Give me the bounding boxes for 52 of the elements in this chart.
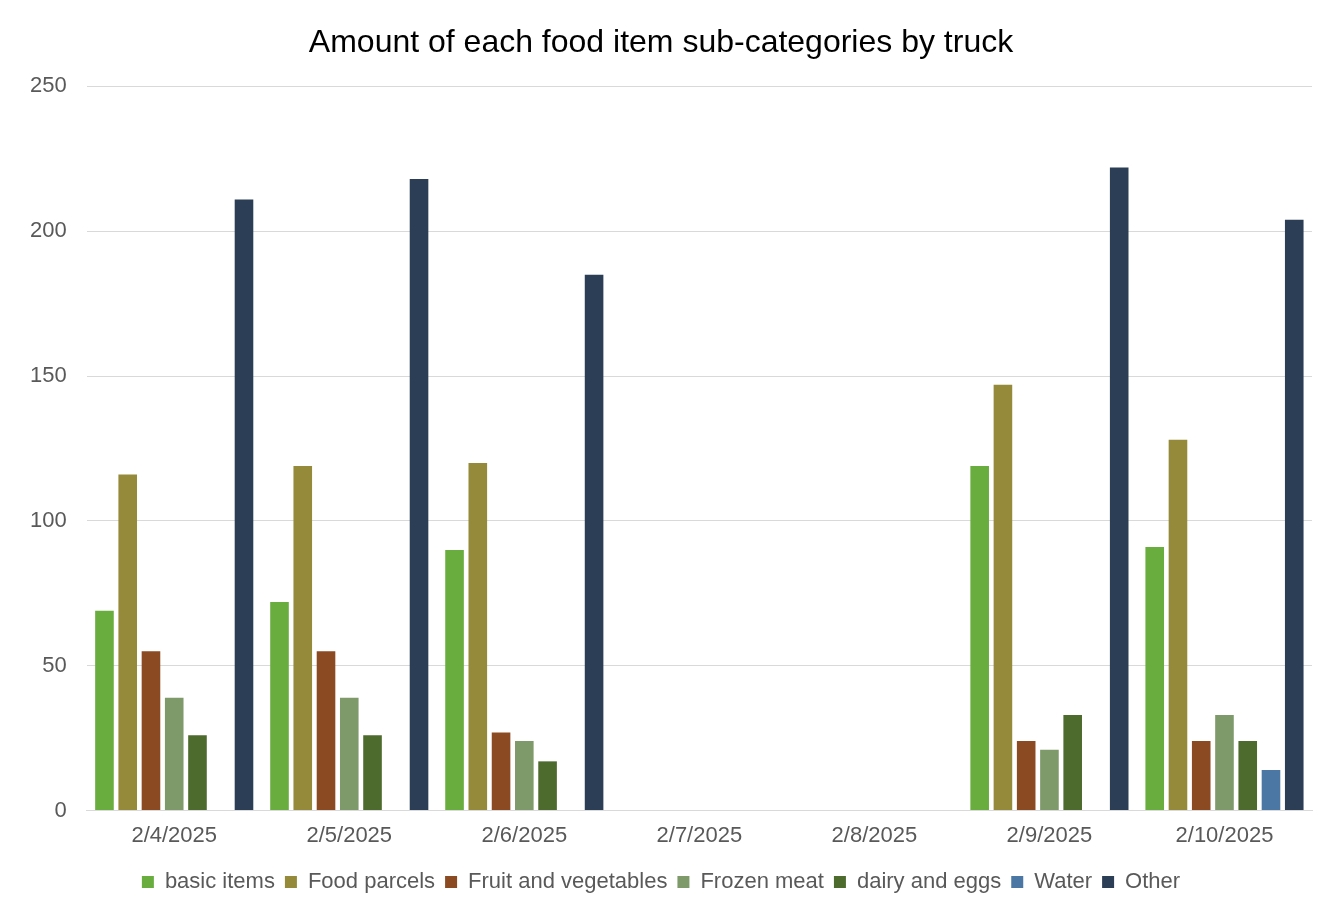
bar [270, 602, 289, 811]
bar [1238, 741, 1258, 811]
bar [188, 735, 207, 811]
bar [95, 610, 114, 811]
bar [468, 462, 488, 811]
bar [1261, 770, 1281, 811]
y-tick-label: 100 [29, 506, 67, 532]
bar [515, 741, 534, 811]
x-tick-label: 2/9/2025 [1006, 821, 1093, 847]
bar [316, 651, 336, 811]
bar [1191, 741, 1211, 811]
legend-label: Other [1125, 868, 1181, 894]
bar [491, 732, 511, 811]
x-tick-label: 2/10/2025 [1175, 821, 1274, 847]
legend-label: basic items [164, 868, 275, 894]
bar [584, 274, 604, 811]
bar [293, 465, 313, 811]
bar [970, 465, 989, 811]
legend-label: Fruit and vegetables [468, 868, 668, 894]
x-tick-label: 2/5/2025 [306, 821, 393, 847]
bar [1168, 439, 1188, 811]
y-tick-label: 50 [42, 651, 67, 677]
bar [538, 761, 557, 811]
legend-label: dairy and eggs [856, 868, 1002, 894]
y-tick-label: 200 [29, 217, 67, 243]
x-tick-label: 2/6/2025 [481, 821, 568, 847]
bar [1109, 167, 1129, 811]
bar [445, 549, 464, 811]
y-tick-label: 250 [29, 72, 67, 98]
bar [164, 697, 184, 811]
bar [409, 179, 429, 811]
bar [1040, 749, 1059, 811]
legend-label: Water [1034, 868, 1093, 894]
bar [141, 651, 161, 811]
bar [1284, 219, 1304, 811]
bar [993, 384, 1013, 811]
bar [1215, 715, 1234, 811]
x-tick-label: 2/8/2025 [831, 821, 918, 847]
bar [1016, 741, 1036, 811]
y-tick-label: 150 [29, 362, 67, 388]
legend-label: Frozen meat [700, 868, 824, 894]
bar [1145, 546, 1165, 811]
legend-label: Food parcels [307, 868, 436, 894]
chart-title: Amount of each food item sub-categories by truck [308, 23, 1015, 60]
bar [118, 474, 138, 811]
bar [363, 735, 382, 811]
bar [234, 199, 254, 811]
bar [339, 697, 359, 811]
y-tick-label: 0 [54, 796, 67, 822]
bar [1063, 715, 1082, 811]
x-tick-label: 2/4/2025 [131, 821, 218, 847]
x-tick-label: 2/7/2025 [656, 821, 743, 847]
